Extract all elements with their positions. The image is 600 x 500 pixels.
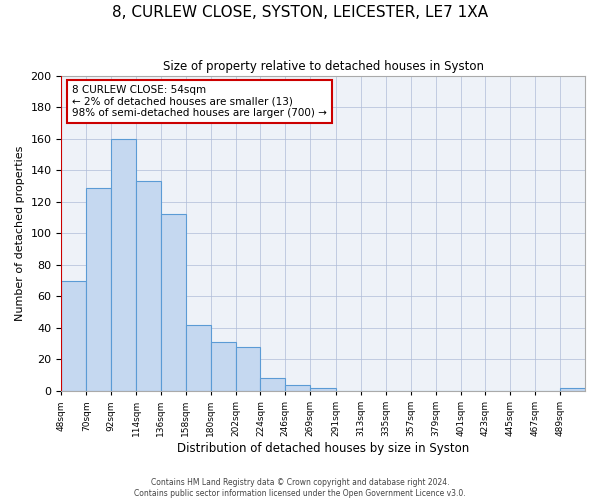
Bar [111,138,136,391]
Bar [186,325,211,391]
Text: 8, CURLEW CLOSE, SYSTON, LEICESTER, LE7 1XA: 8, CURLEW CLOSE, SYSTON, LEICESTER, LE7 … [112,5,488,20]
Text: Contains HM Land Registry data © Crown copyright and database right 2024.
Contai: Contains HM Land Registry data © Crown c… [134,478,466,498]
Bar [161,214,186,391]
Bar [86,188,111,391]
Text: 8 CURLEW CLOSE: 54sqm
← 2% of detached houses are smaller (13)
98% of semi-detac: 8 CURLEW CLOSE: 54sqm ← 2% of detached h… [72,85,327,118]
Bar [260,378,286,391]
Title: Size of property relative to detached houses in Syston: Size of property relative to detached ho… [163,60,484,73]
Bar [211,342,236,391]
Bar [560,388,585,391]
Bar [286,384,310,391]
Bar [310,388,336,391]
X-axis label: Distribution of detached houses by size in Syston: Distribution of detached houses by size … [177,442,469,455]
Bar [61,280,86,391]
Y-axis label: Number of detached properties: Number of detached properties [15,146,25,321]
Bar [136,181,161,391]
Bar [236,347,260,391]
